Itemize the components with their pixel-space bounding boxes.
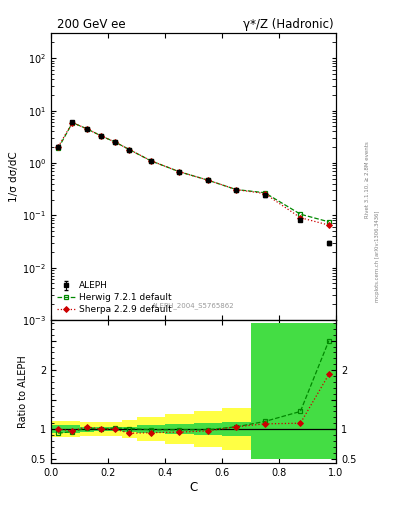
Herwig 7.2.1 default [263,189,267,196]
X-axis label: C: C [189,481,198,494]
Herwig 7.2.1 default [234,186,239,193]
Line: Herwig 7.2.1 default: Herwig 7.2.1 default [56,120,331,224]
Herwig 7.2.1 default [327,219,331,225]
Herwig 7.2.1 default [298,211,303,217]
Sherpa 2.2.9 default [263,190,267,197]
Sherpa 2.2.9 default [234,186,239,193]
Text: γ*/Z (Hadronic): γ*/Z (Hadronic) [242,18,333,31]
Sherpa 2.2.9 default [149,158,153,164]
Herwig 7.2.1 default [84,125,89,132]
Sherpa 2.2.9 default [99,133,103,139]
Sherpa 2.2.9 default [84,125,89,132]
Sherpa 2.2.9 default [113,139,118,145]
Sherpa 2.2.9 default [206,177,210,183]
Sherpa 2.2.9 default [56,143,61,150]
Text: Rivet 3.1.10, ≥ 2.8M events: Rivet 3.1.10, ≥ 2.8M events [365,141,370,218]
Herwig 7.2.1 default [70,119,75,125]
Herwig 7.2.1 default [206,177,210,183]
Legend: ALEPH, Herwig 7.2.1 default, Sherpa 2.2.9 default: ALEPH, Herwig 7.2.1 default, Sherpa 2.2.… [55,280,174,315]
Herwig 7.2.1 default [127,146,132,153]
Sherpa 2.2.9 default [298,215,303,221]
Text: mcplots.cern.ch [arXiv:1306.3436]: mcplots.cern.ch [arXiv:1306.3436] [375,210,380,302]
Herwig 7.2.1 default [177,168,182,175]
Y-axis label: Ratio to ALEPH: Ratio to ALEPH [18,355,28,428]
Sherpa 2.2.9 default [70,119,75,125]
Herwig 7.2.1 default [113,139,118,145]
Sherpa 2.2.9 default [327,222,331,228]
Herwig 7.2.1 default [149,158,153,164]
Text: 200 GeV ee: 200 GeV ee [57,18,126,31]
Herwig 7.2.1 default [99,133,103,139]
Text: ALEPH_2004_S5765862: ALEPH_2004_S5765862 [152,302,235,309]
Sherpa 2.2.9 default [177,168,182,175]
Y-axis label: 1/σ dσ/dC: 1/σ dσ/dC [9,151,20,202]
Sherpa 2.2.9 default [127,146,132,153]
Line: Sherpa 2.2.9 default: Sherpa 2.2.9 default [56,120,331,227]
Herwig 7.2.1 default [56,145,61,152]
